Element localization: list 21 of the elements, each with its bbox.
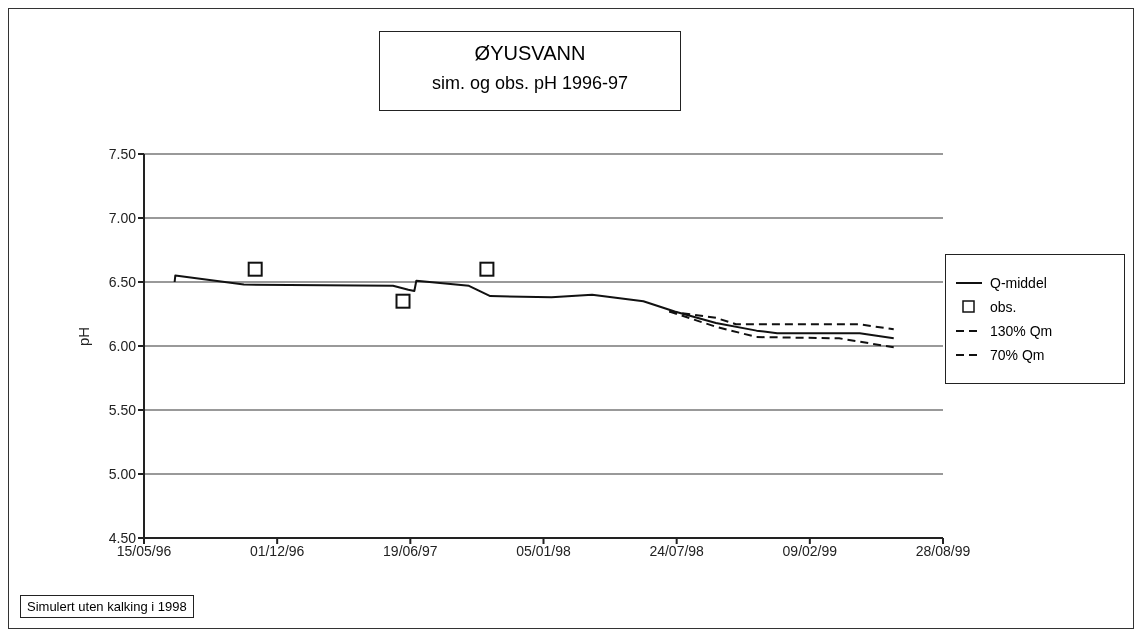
legend-label: 130% Qm <box>990 322 1053 339</box>
x-tick-label: 24/07/98 <box>649 542 705 559</box>
text: Simulert uten kalking i 1998 <box>20 595 194 618</box>
chart-title: ØYUSVANN <box>473 42 587 65</box>
x-tick-label: 09/02/99 <box>782 542 838 559</box>
legend-label: 70% Qm <box>990 346 1045 363</box>
y-axis-title: pH <box>75 326 93 346</box>
y-tick-label: 6.00 <box>108 337 137 354</box>
title-box: ØYUSVANN sim. og obs. pH 1996-97 <box>379 31 681 111</box>
y-tick-label: 6.50 <box>108 273 137 290</box>
x-tick-label: 19/06/97 <box>383 542 438 559</box>
y-tick-label: 7.00 <box>108 209 137 226</box>
legend-label: Q-middel <box>990 274 1047 291</box>
x-tick-label: 28/08/99 <box>915 542 971 559</box>
y-tick-label: 5.00 <box>108 465 137 482</box>
chart-subtitle: sim. og obs. pH 1996-97 <box>430 73 630 94</box>
y-tick-label: 5.50 <box>108 401 137 418</box>
x-tick-label: 01/12/96 <box>249 542 305 559</box>
x-tick-label: 05/01/98 <box>516 542 571 559</box>
y-tick-label: 7.50 <box>108 145 137 162</box>
legend-label: obs. <box>990 298 1017 315</box>
